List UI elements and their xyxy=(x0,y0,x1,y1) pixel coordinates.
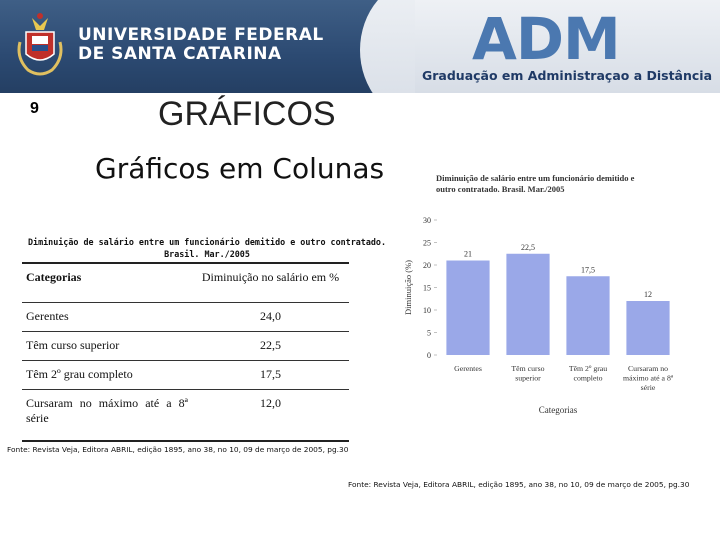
table-row: Têm curso superior 22,5 xyxy=(22,331,349,361)
table-header-decrease: Diminuição no salário em % xyxy=(192,262,349,303)
y-tick-label: 25 xyxy=(423,239,431,248)
table-row: Têm 2º grau completo 17,5 xyxy=(22,360,349,390)
x-tick-label: Gerentes xyxy=(454,364,482,373)
table-cell-category: Têm curso superior xyxy=(22,331,192,361)
x-tick-label: Cursaram no xyxy=(628,364,668,373)
y-tick-label: 15 xyxy=(423,284,431,293)
bar xyxy=(446,260,490,355)
y-tick-label: 10 xyxy=(423,306,431,315)
chart-title: Diminuição de salário entre um funcionár… xyxy=(436,173,635,183)
y-tick-label: 30 xyxy=(423,216,431,225)
data-label: 12 xyxy=(644,290,652,299)
y-tick-label: 0 xyxy=(427,351,431,360)
table-cell-value: 12,0 xyxy=(192,389,349,442)
chart-title: outro contratado. Brasil. Mar./2005 xyxy=(436,184,564,194)
x-axis-label: Categorias xyxy=(539,405,578,415)
table-source-note: Fonte: Revista Veja, Editora ABRIL, ediç… xyxy=(7,445,349,454)
x-tick-label: superior xyxy=(515,374,541,383)
data-label: 17,5 xyxy=(581,265,595,274)
x-tick-label: Têm 2º grau xyxy=(569,364,607,373)
adm-logo: ADM xyxy=(472,5,621,73)
y-tick-label: 20 xyxy=(423,261,431,270)
table-cell-category: Cursaram no máximo até a 8ª série xyxy=(22,389,192,442)
data-label: 21 xyxy=(464,250,472,259)
salary-table: Categorias Diminuição no salário em % Ge… xyxy=(22,262,349,442)
table-row: Cursaram no máximo até a 8ª série 12,0 xyxy=(22,389,349,442)
slide-title: GRÁFICOS xyxy=(158,95,336,133)
university-name-line1: UNIVERSIDADE FEDERAL xyxy=(78,25,324,45)
y-tick-label: 5 xyxy=(427,329,431,338)
section-title: Gráficos em Colunas xyxy=(95,152,385,185)
x-tick-label: completo xyxy=(573,374,602,383)
chart-source-note: Fonte: Revista Veja, Editora ABRIL, ediç… xyxy=(348,480,690,489)
table-cell-value: 24,0 xyxy=(192,302,349,332)
table-cell-value: 17,5 xyxy=(192,360,349,390)
y-axis-label: Diminuição (%) xyxy=(403,260,413,315)
university-crest-icon xyxy=(17,13,63,76)
bar xyxy=(566,276,610,355)
x-tick-label: série xyxy=(641,383,656,392)
banner-right-panel xyxy=(415,0,720,93)
table-header-categories: Categorias xyxy=(22,262,192,303)
x-tick-label: máximo até a 8ª xyxy=(623,374,674,383)
slide-number: 9 xyxy=(30,100,39,117)
table-cell-category: Têm 2º grau completo xyxy=(22,360,192,390)
table-row: Gerentes 24,0 xyxy=(22,302,349,332)
salary-bar-chart: Diminuição de salário entre um funcionár… xyxy=(403,173,674,415)
x-tick-label: Têm curso xyxy=(511,364,544,373)
program-name: Graduação em Administraçao a Distância xyxy=(422,68,713,83)
data-label: 22,5 xyxy=(521,243,535,252)
bar xyxy=(626,301,670,355)
table-caption: Diminuição de salário entre um funcionár… xyxy=(28,237,386,259)
bar xyxy=(506,253,550,355)
table-cell-category: Gerentes xyxy=(22,302,192,332)
table-cell-value: 22,5 xyxy=(192,331,349,361)
university-name-line2: DE SANTA CATARINA xyxy=(78,44,282,64)
header-banner: UNIVERSIDADE FEDERAL DE SANTA CATARINA A… xyxy=(0,0,720,93)
